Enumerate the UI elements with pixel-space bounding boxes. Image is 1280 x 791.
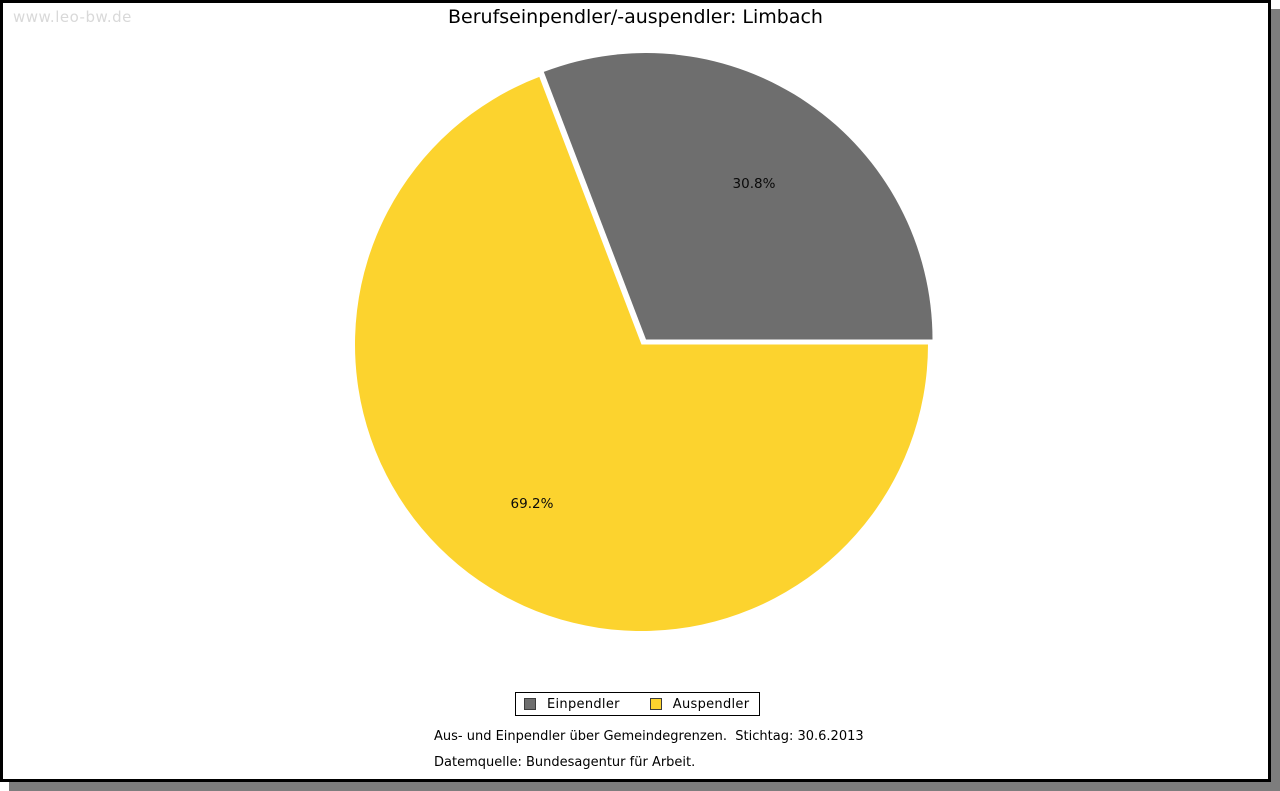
legend-label-einpendler: Einpendler [547, 696, 620, 712]
pie-slice-auspendler [354, 76, 928, 632]
footnote-datenquelle: Datemquelle: Bundesagentur für Arbeit. [434, 755, 696, 770]
legend-label-auspendler: Auspendler [672, 696, 750, 712]
legend-swatch-auspendler [649, 698, 662, 710]
pie-chart: 30.8% 69.2% [354, 53, 933, 632]
chart-title: Berufseinpendler/-auspendler: Limbach [448, 6, 823, 28]
pie-label-einpendler-pct: 30.8% [733, 176, 776, 192]
legend-item-auspendler: Auspendler [649, 696, 750, 712]
pie-slice-einpendler [543, 53, 933, 340]
legend-swatch-einpendler [524, 698, 536, 710]
legend-item-einpendler: Einpendler [524, 697, 620, 712]
watermark-text: www.leo-bw.de [13, 8, 132, 26]
chart-legend: Einpendler Auspendler [515, 692, 761, 716]
pie-label-auspendler-pct: 69.2% [511, 496, 554, 512]
footnote-stichtag: Aus- und Einpendler über Gemeindegrenzen… [434, 729, 864, 744]
